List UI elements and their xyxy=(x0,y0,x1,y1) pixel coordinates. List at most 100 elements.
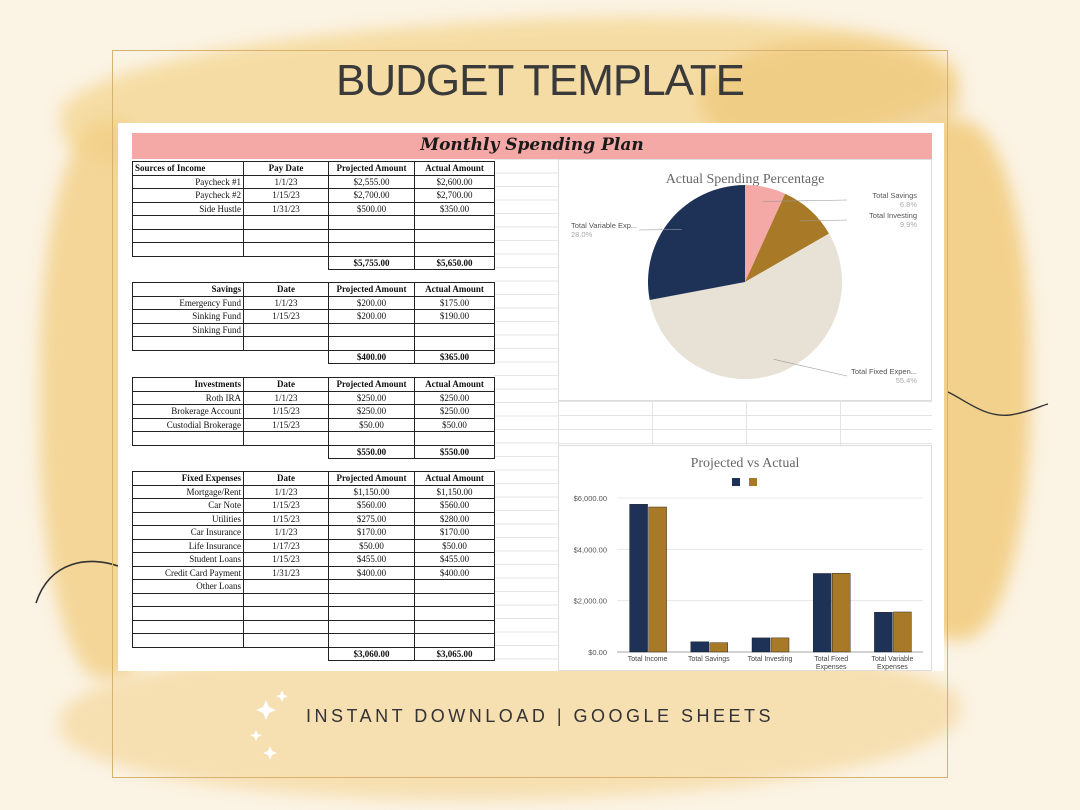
table-cell[interactable]: $250.00 xyxy=(328,404,415,419)
table-cell[interactable]: $2,700.00 xyxy=(414,188,495,203)
table-cell[interactable]: Other Loans xyxy=(132,579,244,594)
table-cell[interactable]: $5,755.00 xyxy=(328,255,415,270)
table-cell[interactable]: Date xyxy=(243,282,329,297)
table-cell[interactable]: Projected Amount xyxy=(328,282,415,297)
table-cell[interactable]: Pay Date xyxy=(243,161,329,176)
table-cell[interactable] xyxy=(243,592,329,607)
table-cell[interactable]: Date xyxy=(243,377,329,392)
table-cell[interactable] xyxy=(132,228,244,243)
bar[interactable] xyxy=(709,642,729,653)
table-cell[interactable]: $455.00 xyxy=(414,552,495,567)
table-cell[interactable]: $3,060.00 xyxy=(328,646,415,661)
table-cell[interactable]: 1/31/23 xyxy=(243,565,329,580)
table-cell[interactable]: 1/15/23 xyxy=(243,404,329,419)
table-cell[interactable] xyxy=(244,256,329,270)
table-cell[interactable] xyxy=(133,647,244,661)
table-cell[interactable]: $350.00 xyxy=(414,201,495,216)
table-cell[interactable] xyxy=(328,619,415,634)
table-cell[interactable] xyxy=(133,445,244,459)
table-cell[interactable]: Actual Amount xyxy=(414,471,495,486)
table-cell[interactable] xyxy=(243,606,329,621)
table-cell[interactable] xyxy=(243,633,329,648)
table-cell[interactable] xyxy=(243,228,329,243)
table-cell[interactable] xyxy=(243,336,329,351)
table-cell[interactable]: Side Hustle xyxy=(132,201,244,216)
table-cell[interactable]: $50.00 xyxy=(328,538,415,553)
bar[interactable] xyxy=(690,641,710,653)
table-cell[interactable]: Life Insurance xyxy=(132,538,244,553)
table-cell[interactable]: $560.00 xyxy=(414,498,495,513)
table-cell[interactable] xyxy=(414,322,495,337)
table-cell[interactable]: $170.00 xyxy=(414,525,495,540)
table-cell[interactable]: 1/15/23 xyxy=(243,552,329,567)
table-cell[interactable]: Fixed Expenses xyxy=(132,471,244,486)
table-cell[interactable]: Investments xyxy=(132,377,244,392)
pie-slice[interactable] xyxy=(745,193,830,282)
table-cell[interactable]: Sinking Fund xyxy=(132,322,244,337)
bar[interactable] xyxy=(770,637,790,653)
table-cell[interactable]: 1/15/23 xyxy=(243,498,329,513)
table-cell[interactable] xyxy=(328,242,415,257)
bar[interactable] xyxy=(812,573,832,653)
table-cell[interactable]: Sinking Fund xyxy=(132,309,244,324)
table-cell[interactable]: $3,065.00 xyxy=(414,646,495,661)
table-cell[interactable] xyxy=(328,592,415,607)
table-cell[interactable]: Mortgage/Rent xyxy=(132,484,244,499)
table-cell[interactable]: Projected Amount xyxy=(328,471,415,486)
table-cell[interactable]: $2,555.00 xyxy=(328,174,415,189)
table-cell[interactable]: $50.00 xyxy=(414,538,495,553)
table-cell[interactable] xyxy=(243,579,329,594)
table-cell[interactable] xyxy=(244,647,329,661)
bar[interactable] xyxy=(629,504,648,653)
bar[interactable] xyxy=(832,573,851,653)
table-cell[interactable] xyxy=(132,633,244,648)
table-cell[interactable]: Emergency Fund xyxy=(132,295,244,310)
table-cell[interactable] xyxy=(414,606,495,621)
table-cell[interactable] xyxy=(132,215,244,230)
table-cell[interactable]: Paycheck #1 xyxy=(132,174,244,189)
table-cell[interactable]: 1/1/23 xyxy=(243,174,329,189)
table-cell[interactable]: $250.00 xyxy=(414,404,495,419)
table-cell[interactable] xyxy=(243,619,329,634)
table-cell[interactable] xyxy=(414,579,495,594)
bar[interactable] xyxy=(751,637,771,653)
table-cell[interactable]: Car Note xyxy=(132,498,244,513)
table-cell[interactable]: $550.00 xyxy=(328,444,415,459)
table-cell[interactable] xyxy=(132,606,244,621)
table-cell[interactable]: $50.00 xyxy=(328,417,415,432)
table-cell[interactable] xyxy=(243,242,329,257)
table-cell[interactable]: Sources of Income xyxy=(132,161,244,176)
table-cell[interactable] xyxy=(328,606,415,621)
pie-slice[interactable] xyxy=(649,233,842,380)
table-cell[interactable] xyxy=(243,215,329,230)
table-cell[interactable] xyxy=(244,445,329,459)
table-cell[interactable] xyxy=(414,619,495,634)
table-cell[interactable]: $500.00 xyxy=(328,201,415,216)
table-cell[interactable] xyxy=(414,431,495,446)
table-cell[interactable] xyxy=(328,336,415,351)
table-cell[interactable]: $2,700.00 xyxy=(328,188,415,203)
table-cell[interactable]: $170.00 xyxy=(328,525,415,540)
table-cell[interactable]: 1/1/23 xyxy=(243,484,329,499)
table-cell[interactable]: $1,150.00 xyxy=(328,484,415,499)
bar[interactable] xyxy=(874,612,893,653)
table-cell[interactable]: $200.00 xyxy=(328,295,415,310)
table-cell[interactable]: 1/1/23 xyxy=(243,295,329,310)
bar[interactable] xyxy=(648,506,667,653)
table-cell[interactable]: 1/15/23 xyxy=(243,417,329,432)
table-cell[interactable]: 1/15/23 xyxy=(243,188,329,203)
table-cell[interactable] xyxy=(414,215,495,230)
table-cell[interactable]: 1/15/23 xyxy=(243,309,329,324)
table-cell[interactable]: Student Loans xyxy=(132,552,244,567)
table-cell[interactable]: $2,600.00 xyxy=(414,174,495,189)
table-cell[interactable]: $50.00 xyxy=(414,417,495,432)
table-cell[interactable]: 1/1/23 xyxy=(243,390,329,405)
table-cell[interactable] xyxy=(132,619,244,634)
table-cell[interactable]: Actual Amount xyxy=(414,161,495,176)
table-cell[interactable]: $400.00 xyxy=(414,565,495,580)
table-cell[interactable] xyxy=(243,322,329,337)
table-cell[interactable]: Projected Amount xyxy=(328,161,415,176)
table-cell[interactable] xyxy=(243,431,329,446)
table-cell[interactable] xyxy=(328,322,415,337)
table-cell[interactable] xyxy=(328,633,415,648)
